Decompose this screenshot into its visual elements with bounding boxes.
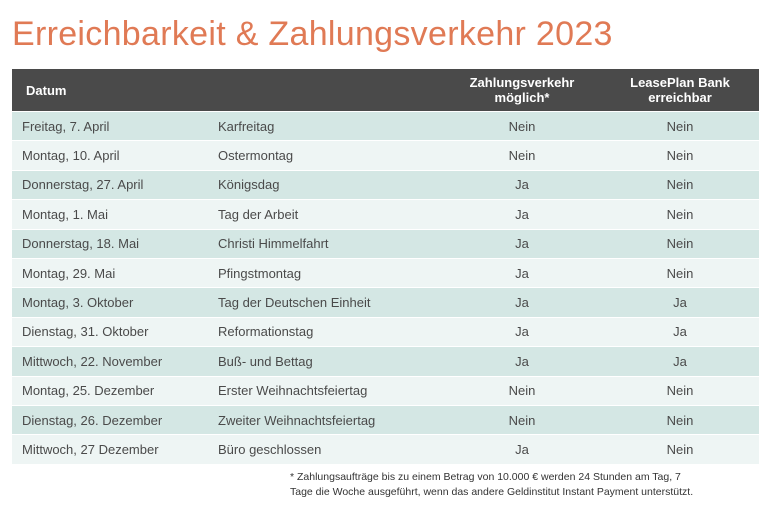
row-payment: Nein	[443, 404, 601, 435]
row-bank: Nein	[601, 257, 759, 288]
row-date: Montag, 25. Dezember	[12, 375, 218, 406]
header-payment-line2: möglich*	[494, 90, 550, 105]
row-payment: Ja	[443, 199, 601, 230]
row-date: Freitag, 7. April	[12, 110, 218, 141]
row-bank: Nein	[601, 140, 759, 171]
row-bank: Nein	[601, 110, 759, 141]
row-holiday: Königsdag	[218, 169, 443, 200]
row-holiday: Buß- und Bettag	[218, 346, 443, 377]
row-bank: Ja	[601, 346, 759, 377]
row-holiday: Pfingstmontag	[218, 257, 443, 288]
row-holiday: Büro geschlossen	[218, 434, 443, 464]
table-row: Dienstag, 31. Oktober Reformationstag Ja…	[12, 316, 759, 347]
row-payment: Ja	[443, 287, 601, 318]
row-payment: Ja	[443, 169, 601, 200]
row-bank: Nein	[601, 228, 759, 259]
table-row: Montag, 1. Mai Tag der Arbeit Ja Nein	[12, 199, 759, 230]
row-date: Donnerstag, 18. Mai	[12, 228, 218, 259]
header-payment: Zahlungsverkehr möglich*	[443, 69, 601, 112]
table-row: Montag, 29. Mai Pfingstmontag Ja Nein	[12, 257, 759, 288]
header-payment-line1: Zahlungsverkehr	[469, 75, 575, 90]
table-row: Montag, 25. Dezember Erster Weihnachtsfe…	[12, 375, 759, 406]
table-row: Montag, 10. April Ostermontag Nein Nein	[12, 140, 759, 171]
row-bank: Nein	[601, 404, 759, 435]
table-row: Mittwoch, 22. November Buß- und Bettag J…	[12, 346, 759, 377]
row-holiday: Zweiter Weihnachtsfeiertag	[218, 404, 443, 435]
row-holiday: Karfreitag	[218, 110, 443, 141]
row-bank: Nein	[601, 434, 759, 464]
row-date: Mittwoch, 27 Dezember	[12, 434, 218, 464]
row-holiday: Tag der Deutschen Einheit	[218, 287, 443, 318]
header-bank: LeasePlan Bank erreichbar	[601, 69, 759, 112]
row-date: Montag, 1. Mai	[12, 199, 218, 230]
row-holiday: Erster Weihnachtsfeiertag	[218, 375, 443, 406]
row-date: Montag, 3. Oktober	[12, 287, 218, 318]
row-date: Dienstag, 26. Dezember	[12, 404, 218, 435]
row-payment: Ja	[443, 228, 601, 259]
table-row: Montag, 3. Oktober Tag der Deutschen Ein…	[12, 287, 759, 318]
row-payment: Nein	[443, 110, 601, 141]
table-body: Freitag, 7. April Karfreitag Nein Nein M…	[12, 110, 759, 464]
table-row: Dienstag, 26. Dezember Zweiter Weihnacht…	[12, 404, 759, 435]
row-payment: Ja	[443, 434, 601, 464]
footnote-line2: Tage die Woche ausgeführt, wenn das ande…	[290, 486, 694, 498]
row-date: Montag, 10. April	[12, 140, 218, 171]
row-payment: Ja	[443, 316, 601, 347]
table-row: Mittwoch, 27 Dezember Büro geschlossen J…	[12, 434, 759, 464]
row-bank: Ja	[601, 287, 759, 318]
row-holiday: Christi Himmelfahrt	[218, 228, 443, 259]
row-date: Mittwoch, 22. November	[12, 346, 218, 377]
row-date: Donnerstag, 27. April	[12, 169, 218, 200]
row-holiday: Tag der Arbeit	[218, 199, 443, 230]
header-bank-line1: LeasePlan Bank	[630, 75, 730, 90]
header-row: Datum Zahlungsverkehr möglich* LeasePlan…	[12, 69, 759, 112]
table-header: Datum Zahlungsverkehr möglich* LeasePlan…	[12, 69, 759, 112]
row-bank: Ja	[601, 316, 759, 347]
footnote-line1: * Zahlungsaufträge bis zu einem Betrag v…	[290, 471, 681, 483]
header-date: Datum	[12, 69, 218, 112]
row-date: Dienstag, 31. Oktober	[12, 316, 218, 347]
row-holiday: Ostermontag	[218, 140, 443, 171]
row-payment: Ja	[443, 257, 601, 288]
row-holiday: Reformationstag	[218, 316, 443, 347]
row-payment: Nein	[443, 375, 601, 406]
table-row: Donnerstag, 18. Mai Christi Himmelfahrt …	[12, 228, 759, 259]
row-payment: Nein	[443, 140, 601, 171]
header-holiday	[218, 69, 443, 112]
row-bank: Nein	[601, 199, 759, 230]
footnote: * Zahlungsaufträge bis zu einem Betrag v…	[290, 470, 760, 500]
table-row: Donnerstag, 27. April Königsdag Ja Nein	[12, 169, 759, 200]
schedule-table: Datum Zahlungsverkehr möglich* LeasePlan…	[12, 69, 759, 464]
page-title: Erreichbarkeit & Zahlungsverkehr 2023	[12, 15, 613, 53]
row-bank: Nein	[601, 375, 759, 406]
row-date: Montag, 29. Mai	[12, 257, 218, 288]
header-bank-line2: erreichbar	[648, 90, 712, 105]
row-bank: Nein	[601, 169, 759, 200]
row-payment: Ja	[443, 346, 601, 377]
table-row: Freitag, 7. April Karfreitag Nein Nein	[12, 110, 759, 141]
